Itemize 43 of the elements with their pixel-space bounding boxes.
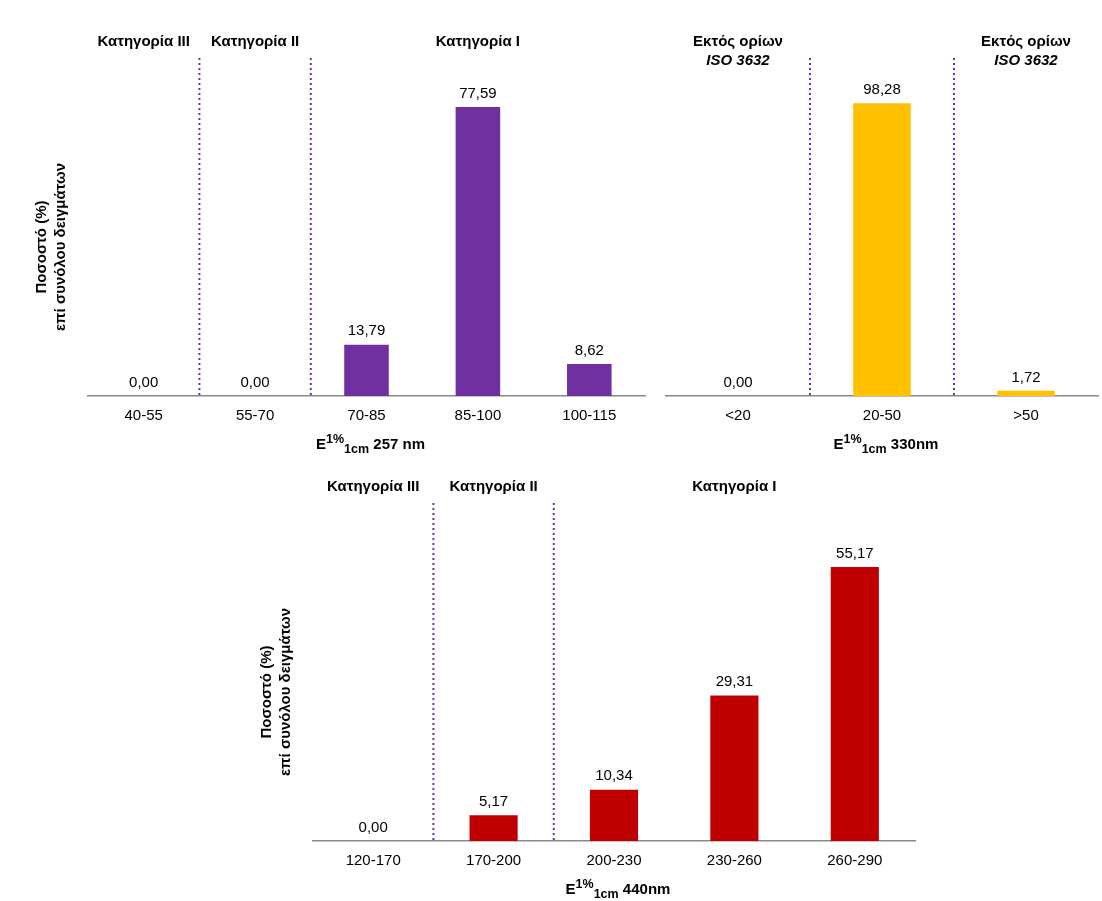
- text: Κατηγορία II: [210, 32, 300, 50]
- bar: [710, 695, 759, 841]
- x-tick-label: 170-200: [466, 851, 522, 869]
- x-tick-label: <20: [725, 406, 751, 424]
- data-label: 0,00: [723, 372, 753, 390]
- x-tick-label: 85-100: [454, 406, 502, 424]
- text: Κατηγορία III: [97, 32, 190, 50]
- data-label: 55,17: [836, 543, 874, 561]
- bar: [830, 566, 879, 841]
- data-label: 98,28: [863, 79, 901, 97]
- text: Κατηγορία III: [326, 477, 420, 495]
- y-axis-title: Ποσοστό (%) επί συνόλου δειγμάτων: [257, 607, 294, 777]
- bar: [589, 789, 639, 841]
- data-label: 10,34: [595, 766, 633, 784]
- text: Κατηγορία I: [435, 32, 520, 50]
- data-label: 29,31: [715, 672, 754, 690]
- data-label: 5,17: [479, 791, 509, 809]
- x-axis-title: E$^{1%}$$_{1cm}$ 330nm: [832, 432, 940, 456]
- x-tick-label: 20-50: [862, 406, 902, 424]
- data-label: 1,72: [1011, 367, 1041, 385]
- x-tick-label: 70-85: [347, 406, 386, 424]
- x-tick-label: 230-260: [706, 851, 762, 869]
- text: Εκτός ορίων ISO 3632: [693, 32, 783, 69]
- x-tick-label: 260-290: [827, 851, 883, 869]
- x-tick-label: >50: [1013, 406, 1039, 424]
- y-axis-title: Ποσοστό (%) επί συνόλου δειγμάτων: [32, 162, 69, 332]
- x-tick-label: 120-170: [345, 851, 401, 869]
- data-label: 77,59: [459, 83, 497, 101]
- x-tick-label: 40-55: [124, 406, 163, 424]
- text: Κατηγορία I: [692, 477, 777, 495]
- data-label: 8,62: [574, 340, 604, 358]
- data-label: 13,79: [347, 321, 386, 339]
- bar: [469, 815, 518, 841]
- x-tick-label: 100-115: [562, 406, 617, 424]
- text: Εκτός ορίων ISO 3632: [981, 32, 1071, 69]
- x-axis-title: E$^{1%}$$_{1cm}$ 440nm: [564, 877, 672, 901]
- text: Κατηγορία II: [449, 477, 538, 495]
- data-label: 0,00: [240, 372, 270, 390]
- data-label: 0,00: [129, 372, 159, 390]
- data-label: 0,00: [358, 817, 388, 835]
- x-tick-label: 200-230: [586, 851, 642, 869]
- x-axis-title: E$^{1%}$$_{1cm}$ 257 nm: [315, 432, 426, 456]
- x-tick-label: 55-70: [235, 406, 275, 424]
